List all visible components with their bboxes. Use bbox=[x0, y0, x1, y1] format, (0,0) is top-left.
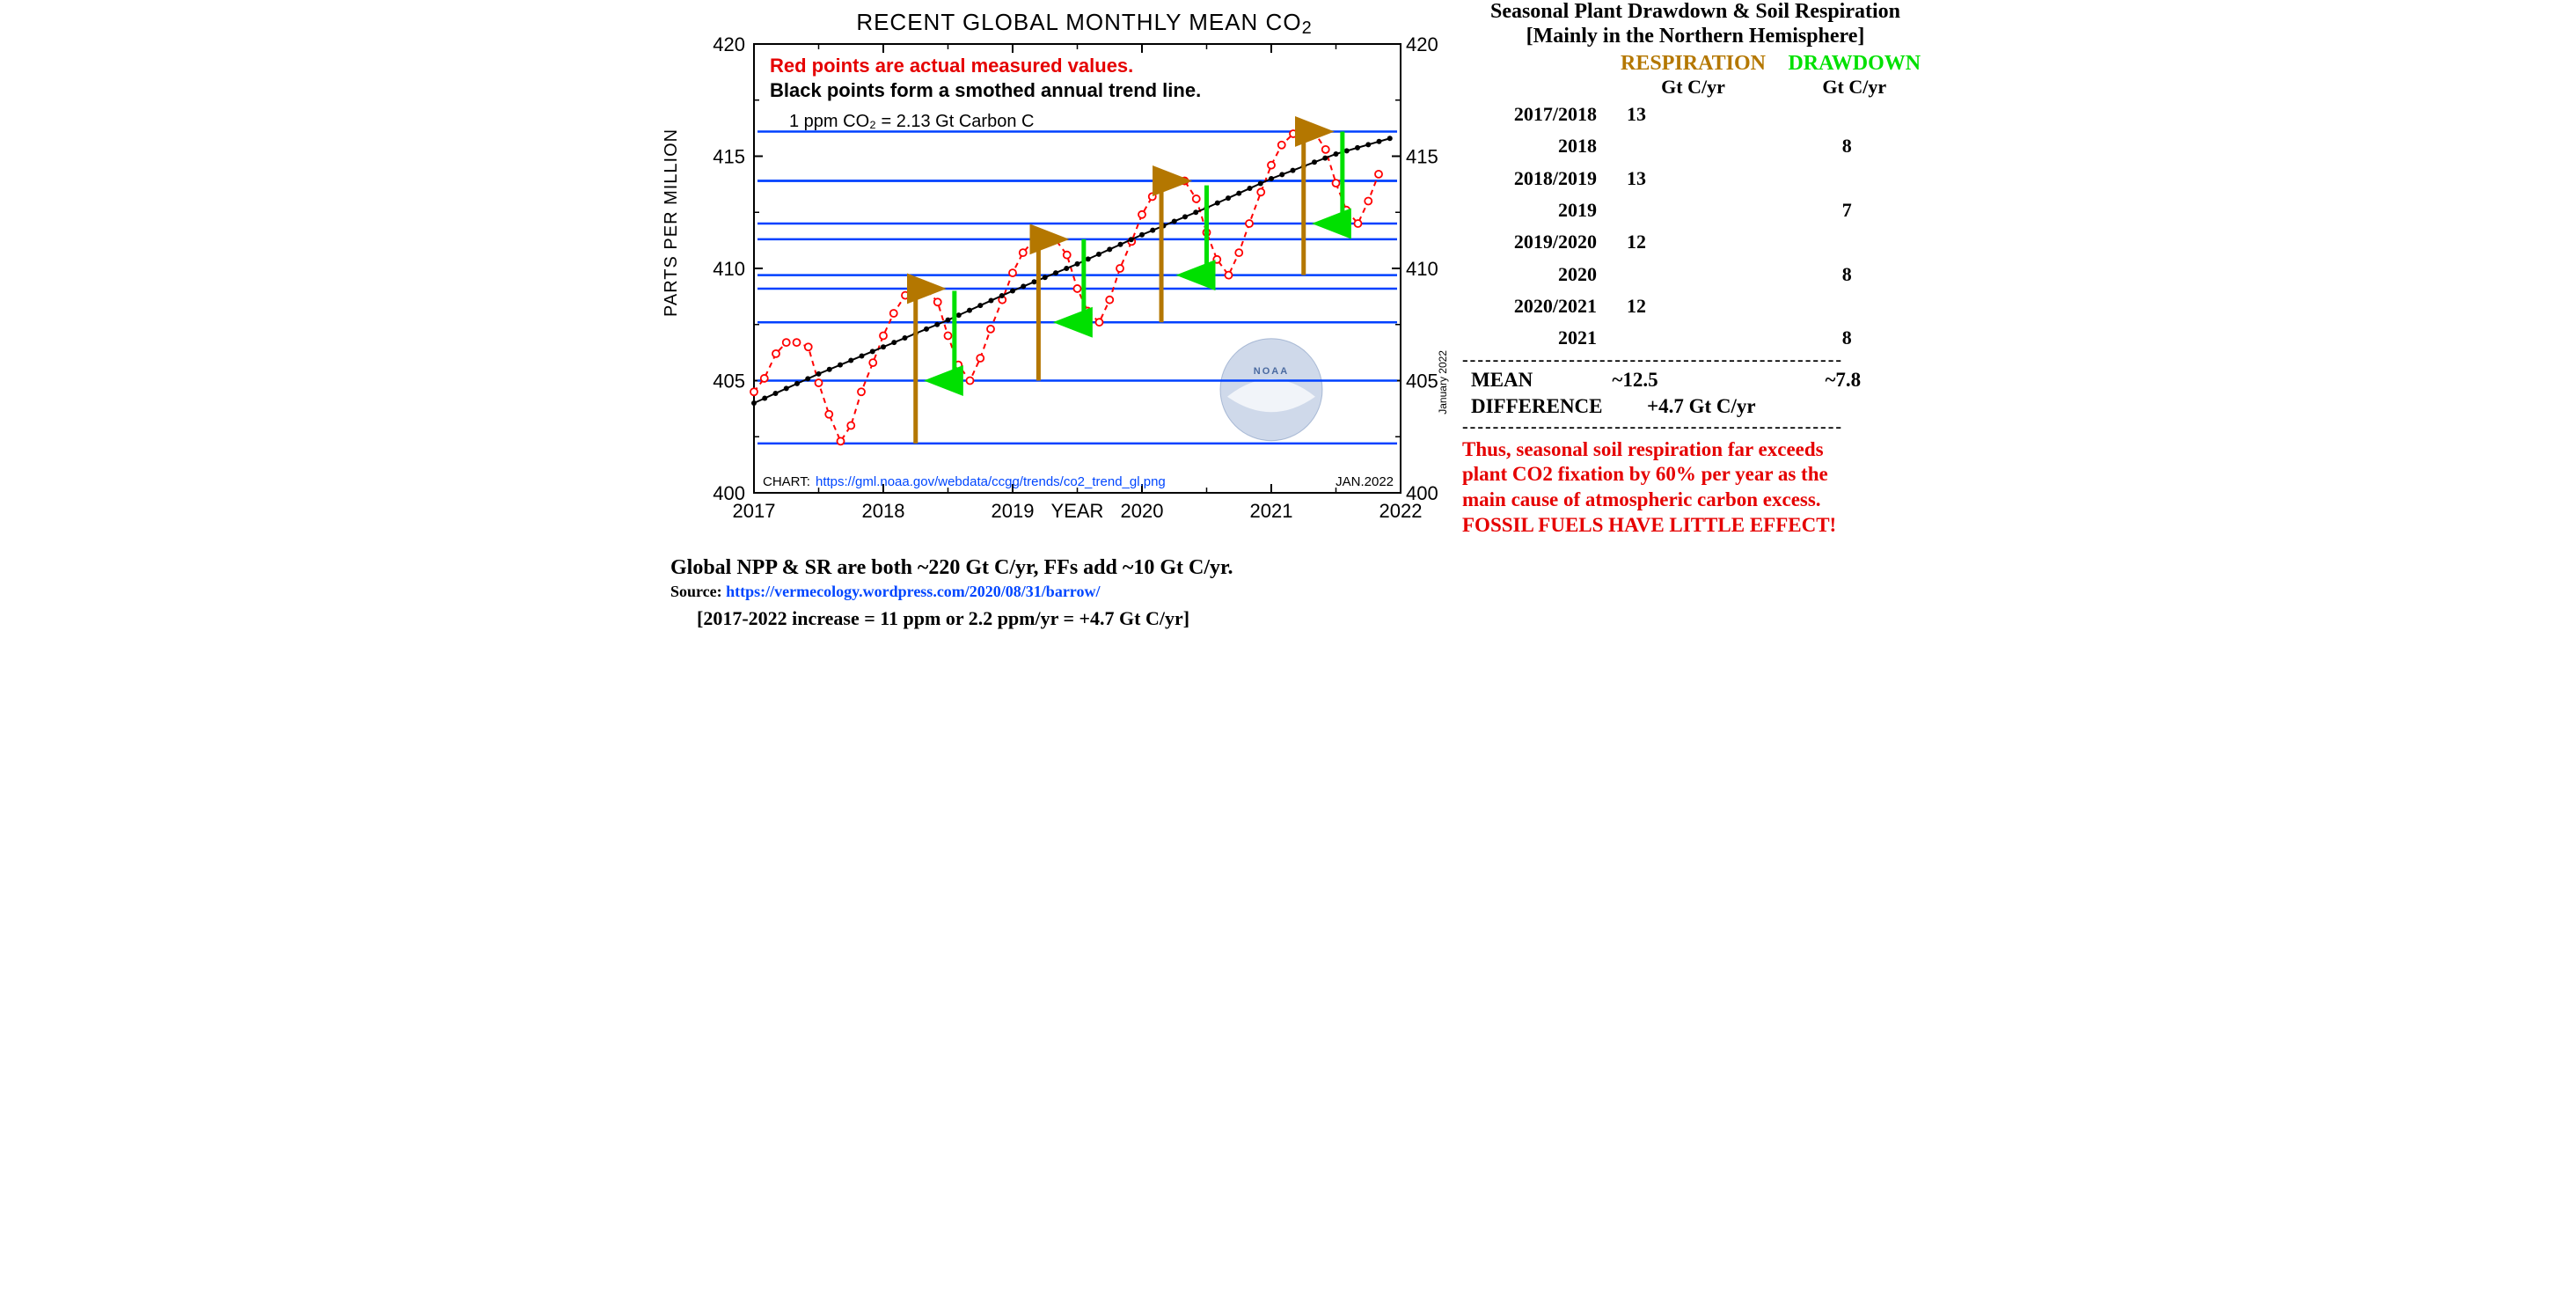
svg-text:2019: 2019 bbox=[992, 500, 1035, 522]
table-row: 2018/201913 bbox=[1462, 163, 1928, 194]
table-unit-row: Gt C/yr Gt C/yr bbox=[1462, 76, 1928, 99]
table-col-headers: RESPIRATION DRAWDOWN bbox=[1462, 52, 1928, 76]
chart-title-text: RECENT GLOBAL MONTHLY MEAN CO bbox=[856, 9, 1301, 35]
conclusion-4: FOSSIL FUELS HAVE LITTLE EFFECT! bbox=[1462, 513, 1928, 539]
mean-label: MEAN bbox=[1462, 369, 1612, 392]
npp-line: Global NPP & SR are both ~220 Gt C/yr, F… bbox=[670, 556, 1233, 580]
svg-text:https://gml.noaa.gov/webdata/c: https://gml.noaa.gov/webdata/ccgg/trends… bbox=[816, 474, 1166, 489]
svg-text:2018: 2018 bbox=[862, 500, 905, 522]
divider-1: ----------------------------------------… bbox=[1462, 355, 1928, 365]
y-axis-label: PARTS PER MILLION bbox=[662, 128, 682, 317]
summary-line: [2017-2022 increase = 11 ppm or 2.2 ppm/… bbox=[697, 607, 1189, 630]
table-row: 2020 8 bbox=[1462, 259, 1928, 290]
svg-text:405: 405 bbox=[1406, 371, 1438, 393]
unit-resp: Gt C/yr bbox=[1606, 76, 1780, 99]
svg-text:CHART:: CHART: bbox=[763, 474, 810, 489]
row-label: 2020/2021 bbox=[1462, 290, 1627, 322]
diff-row: DIFFERENCE +4.7 Gt C/yr bbox=[1462, 395, 1928, 418]
mean-resp: ~12.5 bbox=[1612, 369, 1757, 392]
mean-draw: ~7.8 bbox=[1758, 369, 1928, 392]
table-title-2: [Mainly in the Northern Hemisphere] bbox=[1462, 25, 1928, 49]
table-row: 2018 8 bbox=[1462, 130, 1928, 162]
row-label: 2018/2019 bbox=[1462, 163, 1627, 194]
svg-text:Red points are actual measured: Red points are actual measured values. bbox=[770, 55, 1133, 77]
svg-text:2022: 2022 bbox=[1379, 500, 1423, 522]
row-label: 2019 bbox=[1462, 194, 1627, 226]
svg-text:405: 405 bbox=[713, 371, 745, 393]
mean-row: MEAN ~12.5 ~7.8 bbox=[1462, 369, 1928, 392]
row-draw: 8 bbox=[1766, 130, 1928, 162]
table-row: 2019 7 bbox=[1462, 194, 1928, 226]
table-title-1: Seasonal Plant Drawdown & Soil Respirati… bbox=[1462, 0, 1928, 25]
row-resp: 12 bbox=[1627, 226, 1766, 258]
conclusion-3: main cause of atmospheric carbon excess. bbox=[1462, 488, 1928, 513]
svg-text:Black points form a smothed an: Black points form a smothed annual trend… bbox=[770, 79, 1201, 101]
conclusion: Thus, seasonal soil respiration far exce… bbox=[1462, 437, 1928, 539]
table-row: 2017/201813 bbox=[1462, 99, 1928, 130]
svg-text:2020: 2020 bbox=[1121, 500, 1164, 522]
svg-text:YEAR: YEAR bbox=[1051, 500, 1104, 522]
svg-text:415: 415 bbox=[1406, 146, 1438, 168]
row-draw: 8 bbox=[1766, 259, 1928, 290]
svg-text:JAN.2022: JAN.2022 bbox=[1336, 474, 1394, 489]
diff-label: DIFFERENCE bbox=[1462, 395, 1647, 418]
row-label: 2019/2020 bbox=[1462, 226, 1627, 258]
row-resp: 13 bbox=[1627, 163, 1766, 194]
conclusion-1: Thus, seasonal soil respiration far exce… bbox=[1462, 437, 1928, 463]
svg-text:1 ppm CO₂ = 2.13 Gt Carbon C: 1 ppm CO₂ = 2.13 Gt Carbon C bbox=[789, 112, 1034, 131]
table-region: Seasonal Plant Drawdown & Soil Respirati… bbox=[1462, 0, 1928, 539]
col-respiration: RESPIRATION bbox=[1606, 52, 1780, 76]
source-label: Source: bbox=[670, 583, 722, 600]
conclusion-2: plant CO2 fixation by 60% per year as th… bbox=[1462, 462, 1928, 488]
svg-text:2021: 2021 bbox=[1250, 500, 1293, 522]
svg-text:410: 410 bbox=[713, 258, 745, 280]
row-resp: 13 bbox=[1627, 99, 1766, 130]
table-row: 2020/202112 bbox=[1462, 290, 1928, 322]
row-draw: 7 bbox=[1766, 194, 1928, 226]
row-label: 2017/2018 bbox=[1462, 99, 1627, 130]
unit-draw: Gt C/yr bbox=[1781, 76, 1928, 99]
row-label: 2018 bbox=[1462, 130, 1627, 162]
diff-value: +4.7 Gt C/yr bbox=[1647, 395, 1867, 418]
col-drawdown: DRAWDOWN bbox=[1781, 52, 1928, 76]
row-label: 2020 bbox=[1462, 259, 1627, 290]
svg-text:NOAA: NOAA bbox=[1254, 366, 1289, 377]
table-row: 2019/202012 bbox=[1462, 226, 1928, 258]
divider-2: ----------------------------------------… bbox=[1462, 422, 1928, 432]
row-resp: 12 bbox=[1627, 290, 1766, 322]
svg-text:January 2022: January 2022 bbox=[1437, 350, 1449, 415]
svg-text:420: 420 bbox=[713, 35, 745, 55]
svg-text:2017: 2017 bbox=[733, 500, 776, 522]
table-body: 2017/201813201882018/201913201972019/202… bbox=[1462, 99, 1928, 354]
svg-text:420: 420 bbox=[1406, 35, 1438, 55]
svg-text:410: 410 bbox=[1406, 258, 1438, 280]
svg-text:415: 415 bbox=[713, 146, 745, 168]
source-line: Source: https://vermecology.wordpress.co… bbox=[670, 583, 1100, 601]
source-url[interactable]: https://vermecology.wordpress.com/2020/0… bbox=[726, 583, 1100, 600]
table-title: Seasonal Plant Drawdown & Soil Respirati… bbox=[1462, 0, 1928, 48]
co2-chart: NOAA400400405405410410415415420420201720… bbox=[697, 35, 1462, 550]
